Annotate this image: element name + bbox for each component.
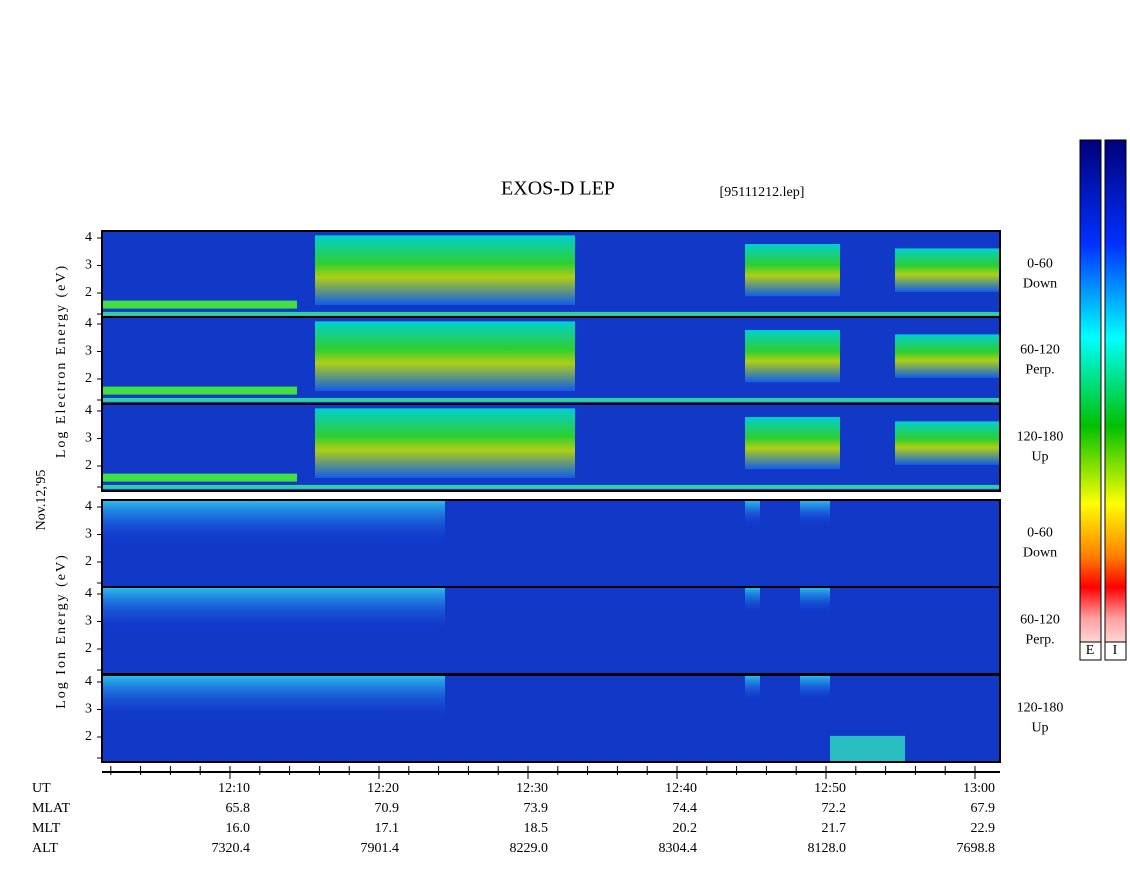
ion-ylabel: Log Ion Energy (eV) xyxy=(54,553,69,709)
row-value: 18.5 xyxy=(524,821,549,836)
row-label: UT xyxy=(32,781,51,796)
panel-frame xyxy=(101,403,1001,492)
electron-ylabel: Log Electron Energy (eV) xyxy=(54,264,69,458)
row-value: 22.9 xyxy=(971,821,996,836)
pitch-label: 120-180 xyxy=(1017,701,1064,716)
row-value: 12:30 xyxy=(516,781,548,796)
spectrogram-feature xyxy=(102,500,445,544)
y-tick-label: 3 xyxy=(85,614,92,629)
spectrogram-feature xyxy=(800,500,830,527)
row-label: MLT xyxy=(32,821,61,836)
row-value: 13:00 xyxy=(963,781,995,796)
direction-label: Up xyxy=(1031,450,1048,465)
spectrogram-feature xyxy=(102,675,445,719)
spectrogram-feature xyxy=(800,675,830,702)
row-value: 72.2 xyxy=(822,801,847,816)
row-value: 12:50 xyxy=(814,781,846,796)
row-value: 7698.8 xyxy=(957,841,996,856)
pitch-label: 120-180 xyxy=(1017,430,1064,445)
row-value: 74.4 xyxy=(673,801,698,816)
y-tick-label: 2 xyxy=(85,285,92,300)
y-tick-label: 4 xyxy=(85,674,92,689)
spectrogram-feature xyxy=(745,675,760,702)
row-label: ALT xyxy=(32,841,58,856)
colorbar xyxy=(1104,139,1127,661)
file-name: [95111212.lep] xyxy=(720,185,805,200)
spectrogram-feature xyxy=(745,587,760,614)
row-value: 7901.4 xyxy=(361,841,400,856)
spectrogram-feature xyxy=(102,397,1000,402)
pitch-label: 60-120 xyxy=(1020,613,1060,628)
row-value: 70.9 xyxy=(375,801,400,816)
pitch-label: 0-60 xyxy=(1027,526,1053,541)
row-value: 17.1 xyxy=(375,821,400,836)
y-tick-label: 3 xyxy=(85,527,92,542)
row-value: 8128.0 xyxy=(808,841,847,856)
y-tick-label: 2 xyxy=(85,729,92,744)
spectrogram-feature xyxy=(102,587,445,631)
colorbar-box xyxy=(1104,641,1127,661)
row-label: MLAT xyxy=(32,801,71,816)
row-value: 7320.4 xyxy=(212,841,251,856)
y-tick-label: 2 xyxy=(85,641,92,656)
colorbar xyxy=(1079,139,1102,661)
spectrogram-feature xyxy=(102,473,297,482)
colorbar-label: I xyxy=(1113,643,1118,658)
spectrogram-feature xyxy=(745,417,840,470)
title: EXOS-D LEP xyxy=(501,178,615,200)
spectrogram-feature xyxy=(830,735,905,762)
direction-label: Down xyxy=(1023,546,1057,561)
pitch-label: 60-120 xyxy=(1020,343,1060,358)
spectrogram-feature xyxy=(102,300,297,309)
spectrogram-feature xyxy=(895,334,1000,378)
y-tick-label: 2 xyxy=(85,554,92,569)
row-value: 8229.0 xyxy=(510,841,549,856)
y-tick-label: 3 xyxy=(85,702,92,717)
direction-label: Perp. xyxy=(1025,363,1054,378)
y-tick-label: 2 xyxy=(85,371,92,386)
y-tick-label: 4 xyxy=(85,230,92,245)
row-value: 12:40 xyxy=(665,781,697,796)
y-tick-label: 3 xyxy=(85,431,92,446)
y-tick-label: 3 xyxy=(85,258,92,273)
spectrogram-feature xyxy=(315,321,575,391)
panel-frame xyxy=(101,674,1001,763)
colorbar-label: E xyxy=(1086,643,1095,658)
row-value: 67.9 xyxy=(971,801,996,816)
row-value: 16.0 xyxy=(226,821,251,836)
spectrogram-feature xyxy=(745,244,840,297)
pitch-label: 0-60 xyxy=(1027,257,1053,272)
spectrogram-feature xyxy=(745,500,760,527)
y-tick-label: 3 xyxy=(85,344,92,359)
y-tick-label: 4 xyxy=(85,586,92,601)
spectrogram-feature xyxy=(315,235,575,305)
row-value: 12:20 xyxy=(367,781,399,796)
direction-label: Perp. xyxy=(1025,633,1054,648)
direction-label: Up xyxy=(1031,721,1048,736)
date: Nov.12,'95 xyxy=(34,470,49,531)
row-value: 12:10 xyxy=(218,781,250,796)
colorbar-box xyxy=(1079,641,1102,661)
y-tick-label: 4 xyxy=(85,499,92,514)
direction-label: Down xyxy=(1023,277,1057,292)
spectrogram-feature xyxy=(102,386,297,395)
row-value: 21.7 xyxy=(822,821,847,836)
y-tick-label: 2 xyxy=(85,458,92,473)
spectrogram-feature xyxy=(895,421,1000,465)
row-value: 73.9 xyxy=(524,801,549,816)
spectrogram-feature xyxy=(102,311,1000,316)
y-tick-label: 4 xyxy=(85,316,92,331)
spectrogram-feature xyxy=(315,408,575,478)
spectrogram-feature xyxy=(745,330,840,383)
row-value: 20.2 xyxy=(673,821,698,836)
spectrogram-feature xyxy=(102,484,1000,489)
row-value: 8304.4 xyxy=(659,841,698,856)
row-value: 65.8 xyxy=(226,801,251,816)
spectrogram-feature xyxy=(895,248,1000,292)
spectrogram-feature xyxy=(800,587,830,614)
y-tick-label: 4 xyxy=(85,403,92,418)
